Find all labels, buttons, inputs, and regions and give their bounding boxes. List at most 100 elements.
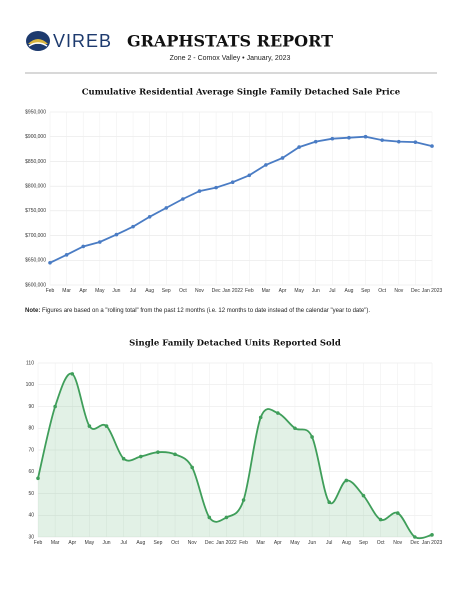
point [258,415,263,420]
point [293,426,297,431]
x-tick-label: Mar [50,540,60,546]
note-text: Figures are based on a "rolling total" f… [42,308,371,314]
point [327,500,332,505]
logo: VIREB [26,31,112,51]
x-tick-label: Oct [378,288,387,294]
x-tick-label: Jul [120,540,127,546]
y-tick-label: 70 [28,447,34,453]
line [49,135,433,264]
y-tick-label: 60 [28,469,34,475]
x-tick-label: Jun [112,288,121,294]
point [380,138,384,142]
x-tick-label: Apr [278,288,287,294]
chart-title: Cumulative Residential Average Single Fa… [82,88,401,98]
point [70,372,75,376]
x-tick-label: Jan 2022 [216,540,237,546]
y-tick-label: 40 [28,513,34,519]
x-tick-label: Mar [62,288,71,294]
x-tick-label: Jul [129,288,137,294]
x-tick-label: Dec [204,540,214,546]
point [173,452,177,457]
x-tick-label: Sep [361,288,371,294]
x-tick-label: Jun [311,288,320,294]
x-tick-label: Jun [102,540,111,546]
y-tick-label: 80 [28,426,34,432]
x-tick-label: Mar [261,288,271,294]
x-tick-label: Nov [187,540,197,546]
x-tick-label: Feb [244,288,254,294]
x-tick-label: Apr [79,288,88,294]
point [280,156,285,160]
point [114,232,119,237]
x-tick-label: Jun [308,540,317,546]
x-tick-label: Nov [394,288,404,294]
point [344,478,349,483]
report-title: GRAPHSTATS REPORT [127,32,333,51]
x-tick-label: May [95,288,105,294]
x-tick-label: Dec [410,540,420,546]
x-tick-label: Nov [195,288,204,294]
x-tick-label: Jul [326,540,333,546]
point [330,136,335,141]
y-tick-label: 100 [26,382,35,388]
x-tick-label: Feb [239,540,248,546]
point [363,134,368,139]
x-tick-label: Aug [145,288,155,294]
note: Note: Figures are based on a "rolling to… [25,308,445,314]
point [430,144,434,148]
point [156,450,160,454]
x-tick-label: Feb [45,288,55,294]
y-tick-label: 30 [28,534,34,540]
note-label: Note: [25,308,41,314]
point [230,180,235,184]
x-tick-label: Nov [393,540,403,546]
x-tick-label: Dec [410,288,420,294]
x-tick-label: Apr [68,540,77,546]
point [264,163,268,167]
point [138,454,143,459]
point [276,411,280,415]
y-tick-label: $750,000 [25,208,46,214]
point [64,253,69,257]
point [395,511,400,515]
point [413,140,418,144]
point [297,145,301,149]
x-tick-label: Aug [344,288,354,294]
point [164,206,169,210]
point [347,135,351,140]
x-tick-label: Feb [33,540,43,546]
subtitle: Zone 2 - Comox Valley • January, 2023 [170,55,291,62]
x-tick-label: Sep [161,288,171,294]
x-tick-label: Oct [171,540,179,546]
y-tick-label: $700,000 [25,233,46,239]
point [147,214,152,219]
point [313,139,318,144]
x-tick-label: Jan 2022 [222,288,243,294]
point [413,535,417,539]
point [430,533,434,537]
y-tick-label: 110 [26,360,34,366]
y-tick-label: 90 [28,404,34,410]
x-tick-label: Aug [341,540,351,546]
x-tick-label: Jul [329,288,336,294]
y-tick-label: $600,000 [25,282,46,288]
point [378,517,383,522]
x-tick-label: May [294,288,304,294]
logo-text: VIREB [53,31,112,51]
x-tick-label: May [84,540,95,546]
y-tick-label: $950,000 [25,109,46,115]
point [48,260,52,265]
point [197,189,202,193]
point [361,493,366,498]
point [207,515,212,520]
x-tick-label: Sep [153,540,163,546]
point [214,185,218,190]
y-tick-label: $900,000 [25,134,46,140]
point [181,197,185,201]
point [131,224,135,229]
y-tick-label: $850,000 [25,159,46,165]
point [241,498,246,502]
point [396,139,401,144]
y-tick-label: $800,000 [25,183,46,189]
